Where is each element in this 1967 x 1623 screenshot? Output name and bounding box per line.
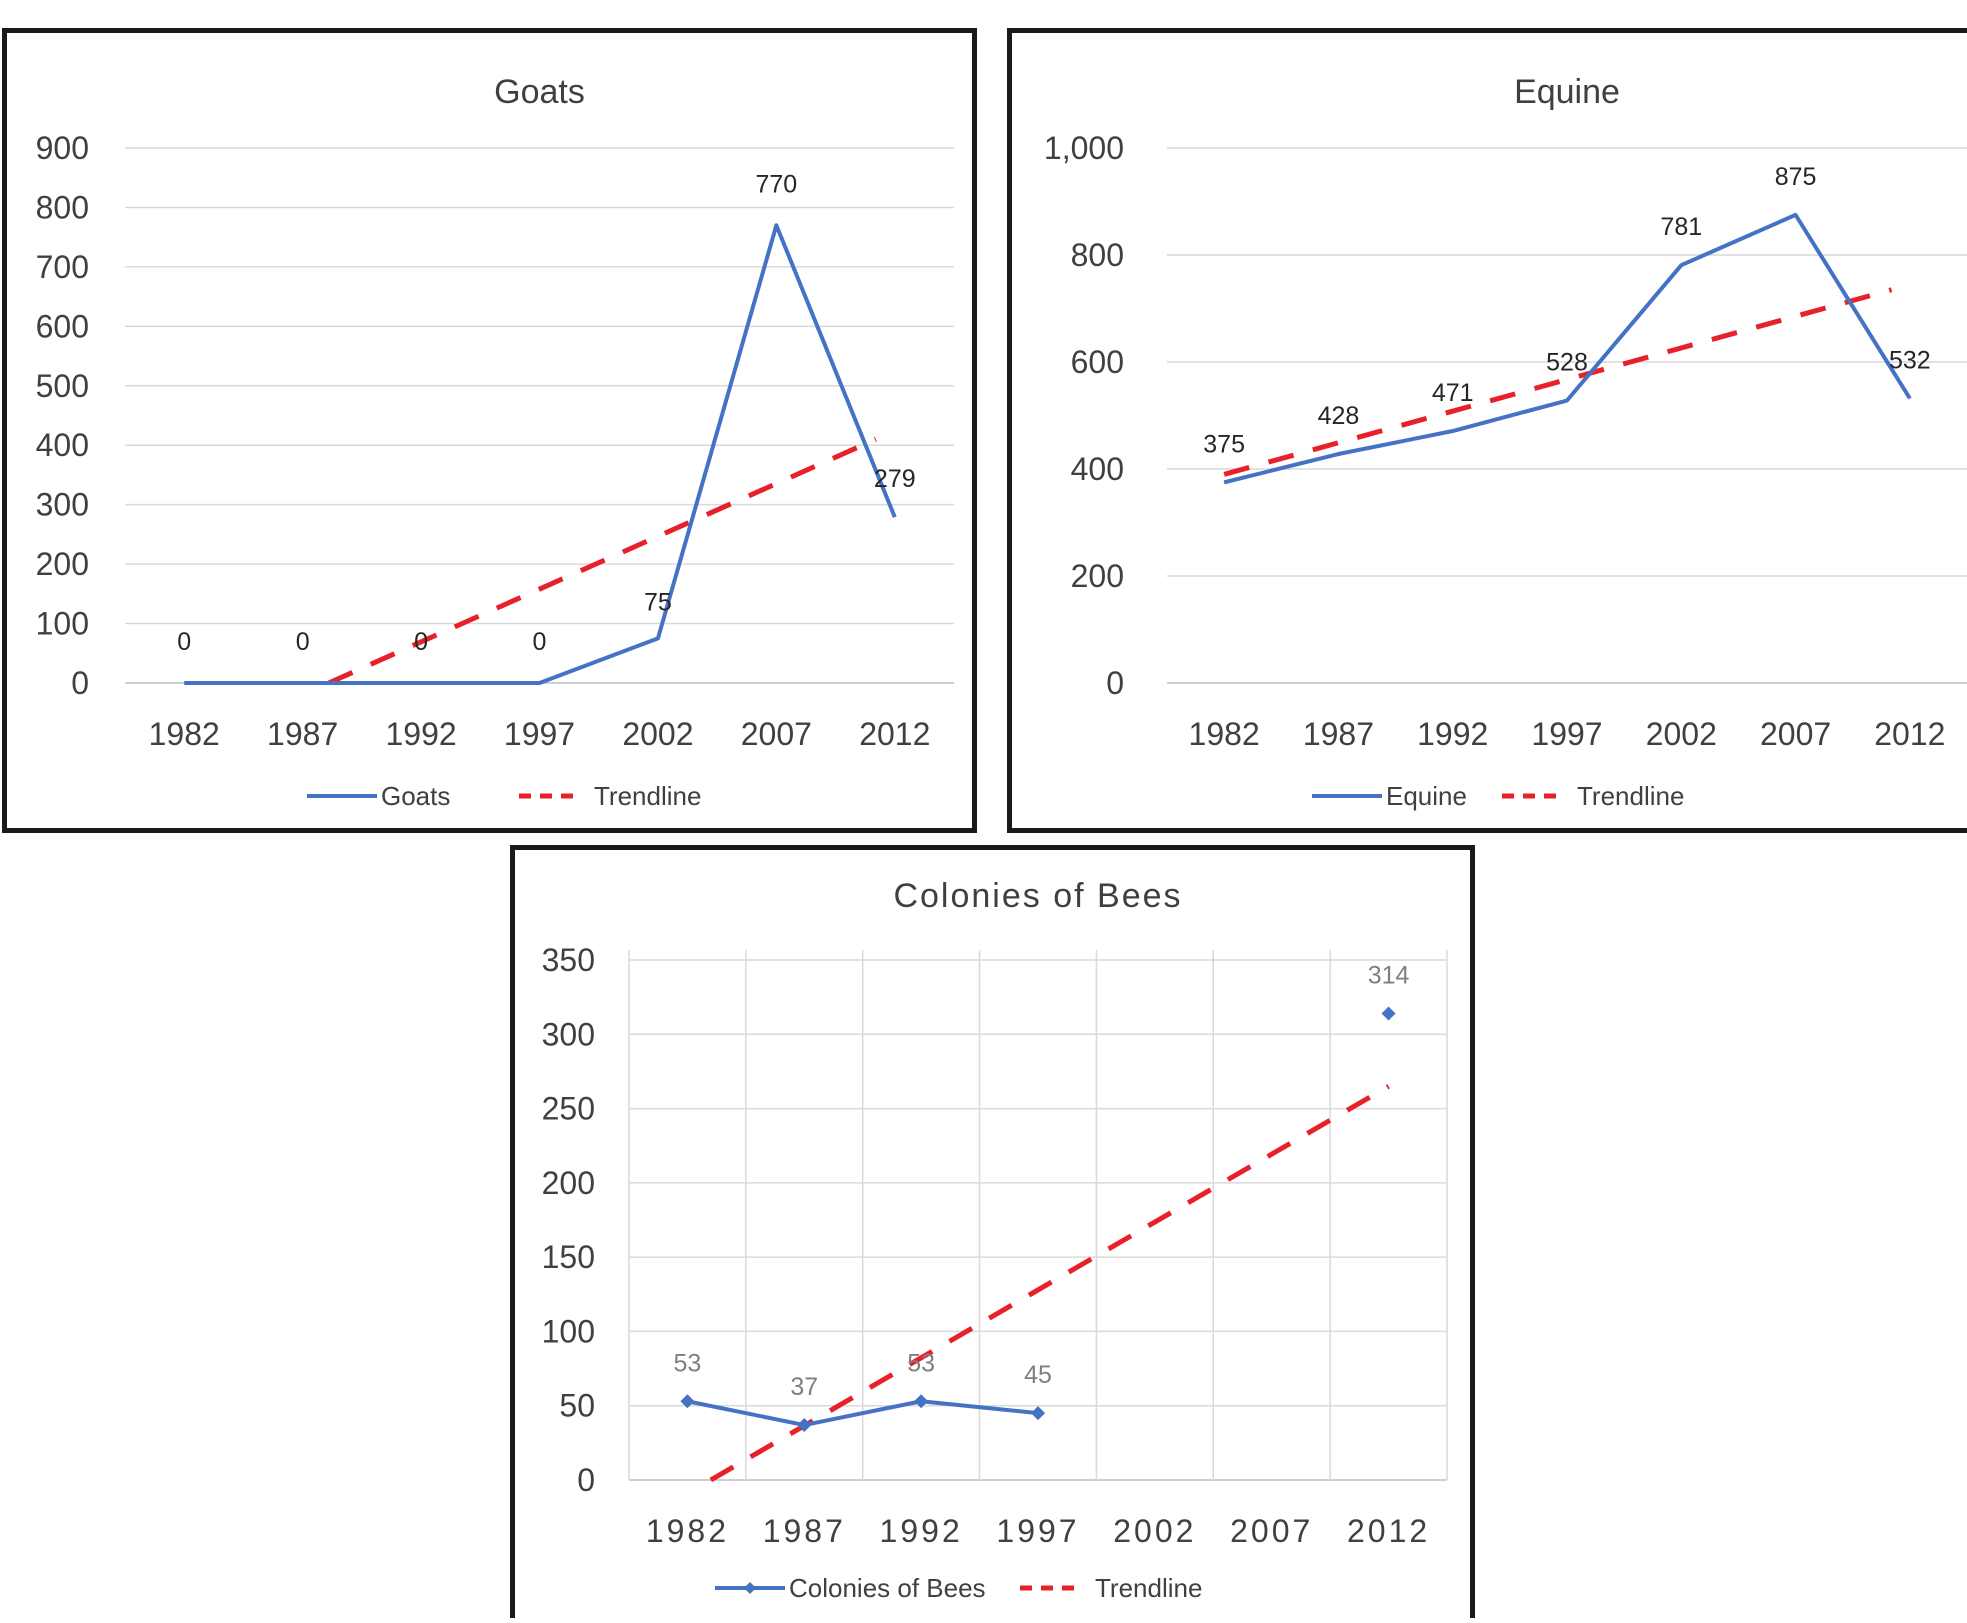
- equine-chart-panel: Equine 0 200 400 600 800 1,000 1982 1987 1992 1997…: [1007, 28, 1967, 833]
- x-tick-label: 1982: [1189, 716, 1260, 752]
- y-tick-label: 250: [542, 1091, 595, 1127]
- data-label: 75: [644, 588, 672, 616]
- data-label: 279: [874, 465, 916, 493]
- y-tick-label: 700: [36, 249, 89, 285]
- y-tick-label: 100: [542, 1313, 595, 1349]
- x-tick-label: 2012: [1874, 716, 1945, 752]
- x-tick-label: 2007: [1230, 1513, 1313, 1549]
- y-tick-label: 800: [1071, 237, 1124, 273]
- y-tick-label: 1,000: [1044, 130, 1124, 166]
- y-tick-label: 400: [1071, 451, 1124, 487]
- data-label: 528: [1546, 349, 1588, 377]
- y-tick-label: 350: [542, 942, 595, 978]
- data-label: 0: [414, 628, 428, 656]
- equine-chart: Equine 0 200 400 600 800 1,000 1982 1987 1992 1997…: [1044, 73, 1967, 811]
- legend-series-label: Colonies of Bees: [789, 1573, 986, 1603]
- series-line: [184, 223, 897, 685]
- data-label: 781: [1660, 213, 1702, 241]
- chart-title: Goats: [494, 73, 585, 111]
- bees-chart-panel: Colonies of Bees 0 50 100 150 200 250 300 350 198…: [510, 845, 1475, 1618]
- x-tick-label: 2012: [1347, 1513, 1430, 1549]
- y-tick-label: 0: [71, 665, 89, 701]
- chart-title: Colonies of Bees: [893, 877, 1182, 915]
- x-tick-label: 2002: [1646, 716, 1717, 752]
- x-tick-label: 1987: [763, 1513, 846, 1549]
- data-label: 428: [1318, 402, 1360, 430]
- data-label: 53: [674, 1349, 702, 1377]
- y-tick-label: 100: [36, 606, 89, 642]
- data-point-marker: [797, 1418, 812, 1433]
- y-tick-label: 600: [1071, 344, 1124, 380]
- data-label: 37: [790, 1373, 818, 1401]
- legend-series-label: Goats: [381, 781, 450, 811]
- x-tick-label: 2012: [859, 716, 930, 752]
- data-point-marker: [1031, 1406, 1045, 1421]
- y-tick-label: 150: [542, 1239, 595, 1275]
- x-tick-label: 1992: [880, 1513, 963, 1549]
- y-tick-label: 200: [1071, 558, 1124, 594]
- series-line: [687, 1399, 1039, 1428]
- y-tick-label: 0: [577, 1462, 595, 1498]
- data-label: 471: [1432, 379, 1474, 407]
- data-label: 875: [1775, 163, 1817, 191]
- x-tick-label: 2002: [622, 716, 693, 752]
- legend-trendline-label: Trendline: [1095, 1573, 1202, 1603]
- data-label: 532: [1889, 346, 1931, 374]
- y-tick-label: 50: [559, 1388, 595, 1424]
- x-tick-label: 1997: [996, 1513, 1079, 1549]
- y-tick-label: 800: [36, 189, 89, 225]
- legend-series-label: Equine: [1386, 781, 1467, 811]
- trendline: [1223, 287, 1893, 477]
- data-label: 770: [755, 170, 797, 198]
- data-point-marker: [914, 1394, 929, 1409]
- x-tick-label: 1992: [385, 716, 456, 752]
- goats-chart-panel: Goats 0 100 200 300 400 500 600 700 800 900 1982 198…: [2, 28, 977, 833]
- x-tick-label: 1987: [267, 716, 338, 752]
- data-label: 0: [296, 628, 310, 656]
- y-tick-label: 400: [36, 427, 89, 463]
- y-tick-label: 0: [1106, 665, 1124, 701]
- data-label: 0: [177, 628, 191, 656]
- data-point-marker: [1381, 1006, 1396, 1021]
- x-tick-label: 2007: [1760, 716, 1831, 752]
- y-tick-label: 300: [36, 487, 89, 523]
- x-tick-label: 2007: [741, 716, 812, 752]
- bees-chart: Colonies of Bees 0 50 100 150 200 250 300 350 198…: [542, 877, 1448, 1603]
- data-label: 53: [907, 1349, 935, 1377]
- legend-trendline-label: Trendline: [1577, 781, 1684, 811]
- x-tick-label: 1982: [646, 1513, 729, 1549]
- trendline: [709, 1084, 1390, 1483]
- legend-series-marker: [744, 1582, 756, 1594]
- x-tick-label: 2002: [1113, 1513, 1196, 1549]
- y-tick-label: 600: [36, 308, 89, 344]
- y-tick-label: 900: [36, 130, 89, 166]
- data-label: 375: [1203, 430, 1245, 458]
- data-label: 0: [533, 628, 547, 656]
- trendline: [327, 436, 877, 686]
- y-tick-label: 200: [542, 1165, 595, 1201]
- data-label: 45: [1024, 1361, 1052, 1389]
- series-line: [1223, 212, 1912, 485]
- x-tick-label: 1997: [1531, 716, 1602, 752]
- x-tick-label: 1987: [1303, 716, 1374, 752]
- y-tick-label: 500: [36, 368, 89, 404]
- goats-chart: Goats 0 100 200 300 400 500 600 700 800 900 1982 198…: [36, 73, 954, 811]
- data-label: 314: [1368, 961, 1410, 989]
- x-tick-label: 1997: [504, 716, 575, 752]
- chart-title: Equine: [1514, 73, 1620, 111]
- x-tick-label: 1982: [149, 716, 220, 752]
- y-tick-label: 200: [36, 546, 89, 582]
- data-point-marker: [680, 1394, 695, 1409]
- y-tick-label: 300: [542, 1016, 595, 1052]
- legend-trendline-label: Trendline: [594, 781, 701, 811]
- x-tick-label: 1992: [1417, 716, 1488, 752]
